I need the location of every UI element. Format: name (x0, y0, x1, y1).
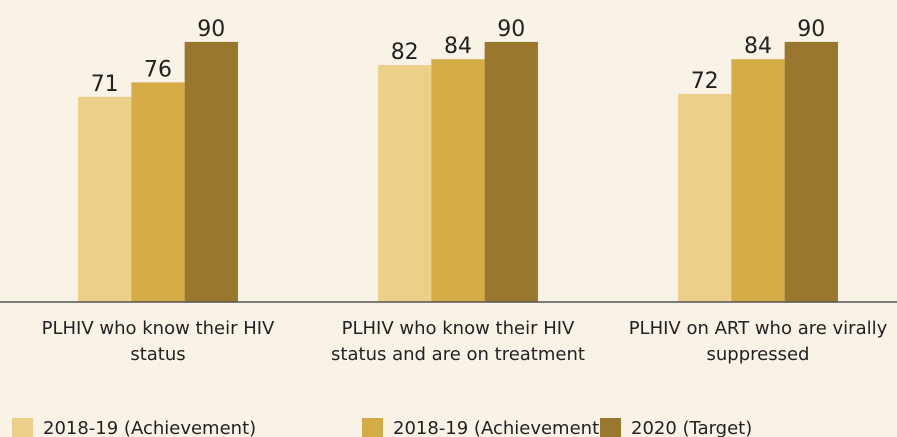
bar (78, 96, 132, 302)
value-label: 72 (691, 69, 719, 94)
value-label: 76 (144, 57, 172, 82)
bar (184, 41, 238, 303)
bar (784, 41, 838, 303)
bar (378, 65, 432, 303)
value-label: 90 (197, 17, 225, 42)
value-label: 90 (497, 17, 525, 42)
x-tick-label: PLHIV who know their HIV status and are … (331, 318, 585, 365)
legend-label: 2018-19 (Achievement) (393, 418, 606, 437)
legend-swatch (600, 418, 621, 437)
legend-label: 2018-19 (Achievement) (43, 418, 256, 437)
bar (131, 82, 185, 302)
legend-swatch (362, 418, 383, 437)
bar (731, 59, 785, 302)
x-tick-label: PLHIV on ART who are virally suppressed (628, 318, 888, 365)
x-tick-label: PLHIV who know their HIV status (41, 318, 275, 365)
value-label: 82 (391, 40, 419, 65)
value-label: 84 (444, 34, 472, 59)
value-label: 71 (91, 72, 119, 97)
bar (678, 93, 732, 302)
value-label: 90 (797, 17, 825, 42)
legend-label: 2020 (Target) (631, 418, 752, 437)
legend-swatch (12, 418, 33, 437)
value-label: 84 (744, 34, 772, 59)
bar (431, 59, 485, 302)
bar (484, 41, 538, 303)
